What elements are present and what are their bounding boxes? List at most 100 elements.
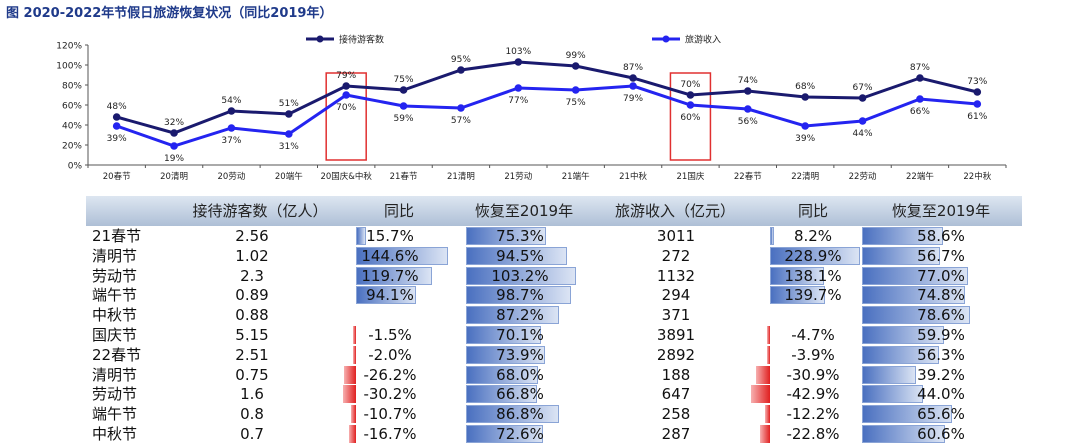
visitor-recovery-cell: 72.6% bbox=[496, 425, 544, 443]
data-label: 67% bbox=[853, 83, 873, 93]
revenue-yoy-cell: -22.8% bbox=[786, 425, 840, 443]
revenue-yoy-bar bbox=[770, 246, 860, 265]
data-label: 99% bbox=[566, 51, 586, 61]
revenue-yoy-bar bbox=[750, 385, 770, 404]
visitor-recovery-bar bbox=[466, 227, 547, 245]
visitor-yoy-bar bbox=[353, 345, 356, 364]
visitor-yoy-bar bbox=[353, 326, 356, 344]
visitor-yoy-cell: -30.2% bbox=[363, 385, 417, 404]
revenue-recovery-bar bbox=[862, 425, 946, 443]
revenue-recovery-cell: 59.9% bbox=[917, 326, 965, 344]
revenue-cell: 1132 bbox=[656, 266, 696, 285]
x-tick-label: 22春节 bbox=[734, 171, 762, 182]
data-label: 68% bbox=[795, 82, 815, 92]
x-tick-label: 20劳动 bbox=[218, 171, 246, 182]
revenue-yoy-cell: -4.7% bbox=[791, 326, 835, 344]
data-point bbox=[285, 110, 293, 118]
highlight-box bbox=[325, 72, 367, 161]
data-label: 61% bbox=[967, 112, 987, 122]
x-tick-label: 22清明 bbox=[791, 171, 819, 182]
data-label: 19% bbox=[164, 154, 184, 164]
revenue-recovery-cell: 60.6% bbox=[917, 425, 965, 443]
table-row: 清明节 1.02 144.6% 94.5% 272 228.9% 56.7% bbox=[86, 246, 1022, 266]
revenue-yoy-cell: -42.9% bbox=[786, 385, 840, 404]
visitor-recovery-bar bbox=[466, 385, 538, 404]
visitor-recovery-bar bbox=[466, 326, 541, 344]
table-row: 中秋节 0.88 87.2% 371 78.6% bbox=[86, 305, 1022, 325]
header-cell: 同比 bbox=[797, 202, 828, 220]
row-label: 21春节 bbox=[92, 227, 142, 245]
visitor-recovery-cell: 94.5% bbox=[496, 246, 544, 265]
x-tick-label: 21劳动 bbox=[504, 171, 532, 182]
visitor-yoy-cell: -1.5% bbox=[368, 326, 412, 344]
data-point bbox=[227, 124, 236, 132]
revenue-yoy-cell: 8.2% bbox=[793, 227, 833, 245]
revenue-recovery-cell: 44.0% bbox=[917, 385, 965, 404]
x-tick-label: 21国庆 bbox=[677, 171, 705, 182]
revenue-cell: 371 bbox=[661, 306, 691, 325]
visitor-yoy-cell: 144.6% bbox=[361, 246, 419, 265]
revenue-cell: 188 bbox=[661, 365, 691, 384]
revenue-yoy-bar bbox=[770, 286, 825, 305]
data-point bbox=[973, 100, 982, 108]
table-row: 劳动节 1.6 -30.2% 66.8% 647 -42.9% 44.0% bbox=[86, 384, 1022, 404]
revenue-recovery-bar bbox=[862, 326, 945, 344]
x-tick-label: 21端午 bbox=[562, 171, 590, 182]
x-tick-label: 20清明 bbox=[160, 171, 188, 182]
data-point bbox=[514, 84, 523, 92]
data-label: 79% bbox=[623, 94, 643, 104]
visitor-yoy-cell: 119.7% bbox=[361, 266, 419, 285]
revenue-yoy-bar bbox=[770, 266, 825, 285]
chart-title: 图 2020-2022年节假日旅游恢复状况（同比2019年） bbox=[6, 6, 333, 21]
data-point bbox=[399, 86, 408, 94]
table-row: 22春节 2.51 -2.0% 73.9% 2892 -3.9% 56.3% bbox=[86, 345, 1022, 365]
revenue-recovery-cell: 74.8% bbox=[917, 286, 965, 305]
revenue-recovery-cell: 78.6% bbox=[917, 306, 965, 325]
visitor-recovery-bar bbox=[466, 266, 576, 285]
legend-marker bbox=[662, 35, 670, 43]
visitor-yoy-bar bbox=[356, 227, 366, 245]
header-cell: 接待游客数（亿人） bbox=[192, 202, 328, 220]
visitor-yoy-cell: -2.0% bbox=[368, 345, 412, 364]
data-point bbox=[514, 58, 523, 66]
revenue-yoy-cell: -30.9% bbox=[786, 365, 840, 384]
revenue-recovery-bar bbox=[862, 246, 941, 265]
visitor-yoy-bar bbox=[356, 286, 416, 305]
data-label: 87% bbox=[623, 63, 643, 73]
y-tick-label: 0% bbox=[68, 162, 83, 172]
x-tick-label: 21春节 bbox=[390, 171, 418, 182]
visitors-cell: 5.15 bbox=[235, 326, 269, 344]
x-tick-label: 22中秋 bbox=[963, 171, 991, 182]
row-label: 中秋节 bbox=[92, 425, 138, 443]
data-point bbox=[973, 88, 982, 96]
data-label: 75% bbox=[566, 98, 586, 108]
header-cell: 恢复至2019年 bbox=[474, 202, 574, 220]
data-point bbox=[858, 117, 867, 125]
y-tick-label: 80% bbox=[62, 82, 82, 92]
visitors-cell: 0.75 bbox=[235, 365, 269, 384]
revenue-recovery-cell: 58.6% bbox=[917, 227, 965, 245]
data-point bbox=[170, 129, 178, 137]
visitor-recovery-cell: 66.8% bbox=[496, 385, 544, 404]
data-label: 60% bbox=[680, 113, 700, 123]
revenue-recovery-bar bbox=[862, 365, 916, 384]
data-label: 48% bbox=[107, 102, 127, 112]
data-point bbox=[629, 74, 637, 82]
table-row: 劳动节 2.3 119.7% 103.2% 1132 138.1% 77.0% bbox=[86, 266, 1022, 286]
header-cell: 同比 bbox=[383, 202, 414, 220]
visitor-recovery-cell: 75.3% bbox=[496, 227, 544, 245]
visitor-recovery-cell: 86.8% bbox=[496, 405, 544, 424]
data-label: 103% bbox=[505, 47, 531, 57]
revenue-cell: 3011 bbox=[656, 227, 696, 245]
visitors-cell: 0.89 bbox=[235, 286, 269, 305]
table-header: 接待游客数（亿人） 同比 恢复至2019年 旅游收入（亿元） 同比 恢复至2019年 bbox=[86, 196, 1022, 226]
visitor-recovery-bar bbox=[466, 405, 559, 424]
visitor-yoy-cell: -26.2% bbox=[363, 365, 417, 384]
revenue-recovery-bar bbox=[862, 306, 971, 325]
visitor-recovery-bar bbox=[466, 425, 544, 443]
row-label: 劳动节 bbox=[92, 385, 138, 404]
visitors-cell: 1.6 bbox=[240, 385, 264, 404]
data-point bbox=[801, 93, 809, 101]
data-point bbox=[285, 130, 293, 138]
data-point bbox=[801, 122, 809, 130]
